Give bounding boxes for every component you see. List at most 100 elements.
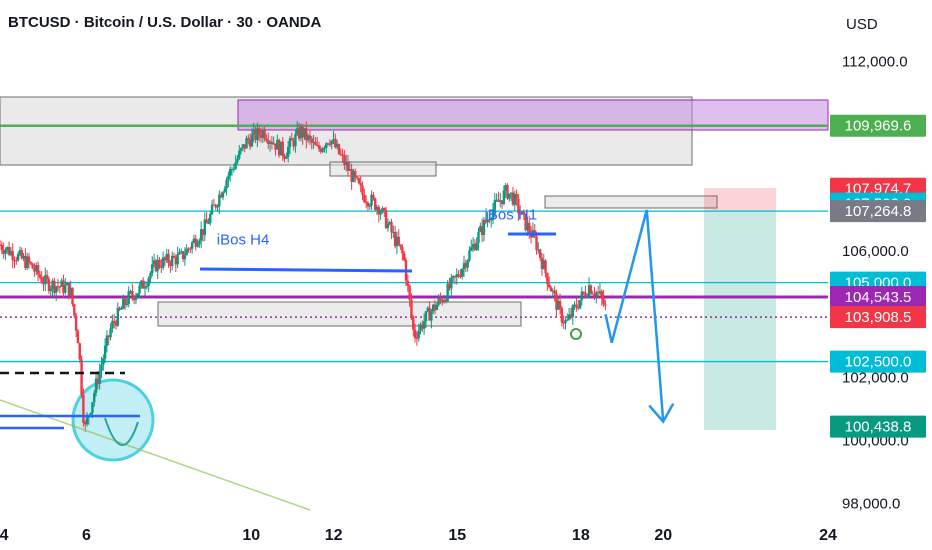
candle-body — [319, 148, 323, 152]
candle-body — [495, 199, 498, 201]
candle-body — [571, 305, 574, 318]
trend-line — [0, 399, 311, 511]
candle-body — [364, 201, 368, 203]
candle-body — [74, 315, 78, 331]
candle-body — [430, 311, 433, 321]
candle-body — [263, 130, 266, 139]
candle-body — [20, 250, 23, 259]
candle-body — [433, 304, 437, 310]
candle-body — [198, 240, 201, 245]
candle-body — [221, 192, 225, 198]
candle-body — [363, 194, 366, 202]
candle-body — [535, 236, 538, 251]
candle-body — [134, 296, 138, 301]
candle-body — [455, 274, 458, 278]
liquidity-circle — [71, 378, 155, 462]
candle-body — [187, 248, 190, 250]
candle-body — [412, 316, 415, 330]
candle-body — [379, 212, 382, 215]
candle-body — [27, 256, 31, 263]
candle-body — [149, 273, 152, 279]
candle-body — [435, 304, 439, 310]
candle-body — [76, 330, 80, 344]
candle-body — [297, 128, 301, 139]
candle-body — [547, 284, 551, 288]
x-tick-label: 20 — [654, 527, 672, 544]
candle-body — [477, 231, 480, 243]
candle-body — [332, 138, 335, 141]
candle-body — [111, 320, 114, 329]
candle-body — [285, 156, 288, 159]
candle-body — [553, 290, 556, 294]
candle-body — [390, 222, 393, 233]
candle-body — [482, 220, 486, 235]
candle-body — [131, 291, 134, 297]
candle-body — [42, 282, 45, 285]
candle-body — [170, 255, 174, 267]
candle-body — [344, 162, 348, 166]
candle-body — [326, 143, 330, 145]
price-label: 102,500.0 — [830, 350, 926, 373]
candle-body — [484, 220, 487, 223]
candle-body — [457, 274, 460, 277]
candle-body — [402, 253, 406, 261]
price-label-text: 109,969.6 — [845, 118, 912, 135]
currency-label[interactable]: USD — [846, 16, 878, 33]
candle-body — [292, 140, 295, 147]
candle-body — [0, 244, 2, 246]
candle-body — [53, 280, 56, 293]
candle-body — [366, 202, 370, 207]
candle-body — [325, 143, 328, 148]
price-label-text: 102,500.0 — [845, 354, 912, 371]
candle-body — [29, 262, 33, 264]
candle-body — [185, 248, 188, 256]
candle-body — [11, 250, 14, 261]
price-label-box — [830, 306, 926, 329]
candle-body — [238, 150, 241, 159]
candle-body — [439, 298, 442, 300]
candle-body — [600, 291, 603, 298]
candle-body — [228, 169, 232, 176]
candle-body — [576, 307, 580, 309]
candle-body — [537, 249, 540, 251]
price-label-text: 104,543.5 — [845, 289, 912, 306]
candle-body — [421, 324, 424, 329]
candle-body — [94, 378, 98, 393]
low-marker — [570, 328, 582, 340]
candle-body — [286, 146, 290, 157]
candle-body — [408, 285, 411, 300]
candle-body — [85, 417, 89, 425]
candle-body — [33, 268, 36, 272]
price-label: 100,438.8 — [830, 415, 926, 438]
candle-body — [506, 185, 509, 199]
candle-body — [44, 275, 47, 285]
candle-body — [299, 126, 303, 139]
candle-body — [25, 256, 29, 269]
candle-body — [276, 139, 279, 150]
candle-body — [352, 170, 355, 182]
price-label-box — [830, 286, 926, 309]
candle-body — [180, 251, 183, 253]
candle-body — [538, 249, 542, 258]
candle-body — [165, 253, 168, 261]
candle-body — [107, 335, 110, 338]
price-label-text: 103,908.5 — [845, 309, 912, 326]
candle-body — [509, 192, 513, 194]
candle-body — [504, 185, 507, 191]
candle-body — [82, 394, 85, 423]
candle-body — [71, 287, 74, 305]
candle-body — [310, 138, 313, 143]
candle-body — [234, 162, 237, 169]
drawing-layer: iBos H4 iBos H1 — [0, 206, 675, 511]
x-axis[interactable]: 4 6 10 12 15 18 20 24 — [0, 527, 837, 544]
candle-body — [218, 194, 221, 207]
candle-body — [24, 255, 27, 269]
candle-body — [446, 283, 449, 302]
candle-body — [22, 255, 25, 259]
candle-body — [40, 277, 43, 283]
candle-body — [343, 155, 346, 166]
candle-body — [102, 358, 105, 365]
candle-body — [406, 280, 410, 286]
y-tick-label: 106,000.0 — [842, 243, 909, 260]
